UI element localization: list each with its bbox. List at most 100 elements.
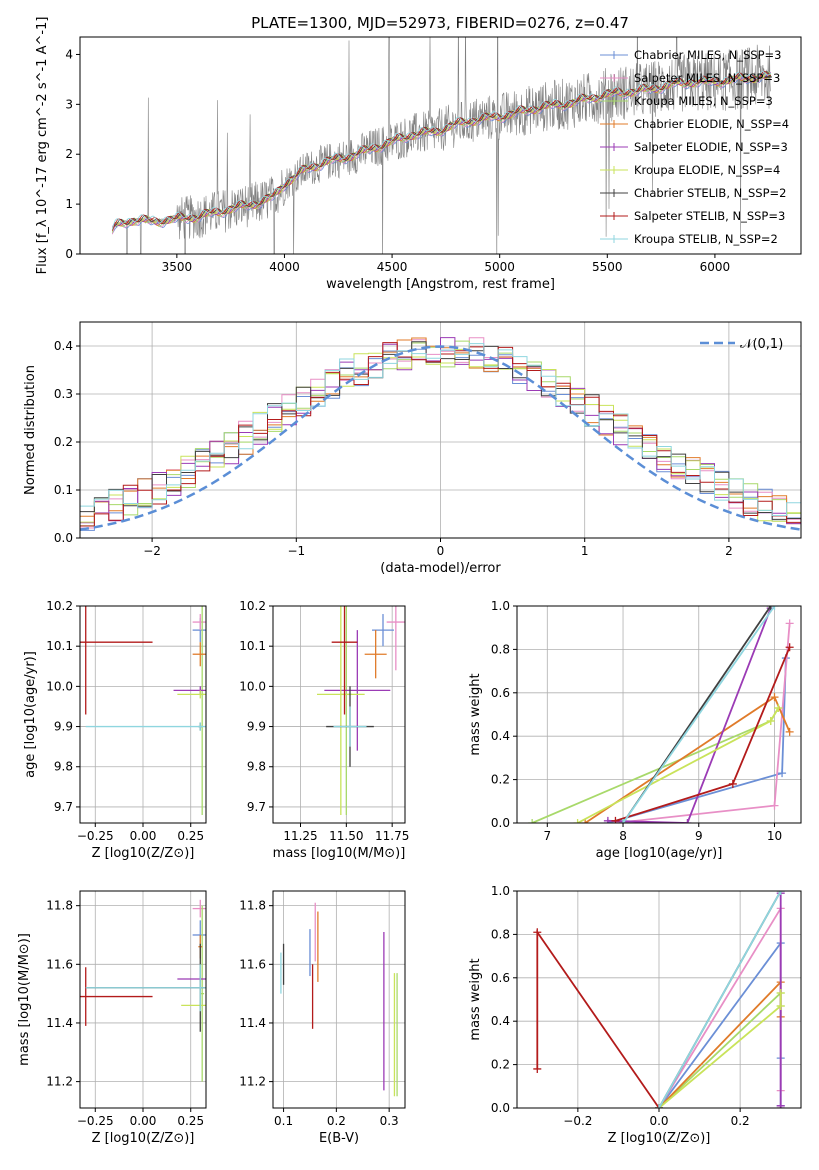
x-tick-label: 4000 (269, 260, 300, 274)
y-axis-label: mass weight (468, 673, 483, 755)
normal-distribution-curve (80, 345, 801, 531)
weight-line-salpeter_elodie (607, 607, 772, 823)
histogram-kroupa_stelib (80, 343, 801, 516)
y-tick-label: 10.2 (46, 599, 73, 613)
weight-marker-kroupa_stelib (655, 1104, 663, 1108)
mass-vs-metallicity-panel: −0.25 0.00 0.25 11.2 11.4 11.6 11.8 Z [log10(Z/… (17, 890, 207, 1146)
x-tick-label: 9 (695, 829, 703, 843)
weight-marker-kroupa_elodie (776, 988, 785, 997)
x-axis-label: E(B-V) (319, 1131, 359, 1146)
weight-marker-salpeter_miles (785, 619, 794, 628)
x-tick-label: 0.2 (327, 1114, 346, 1128)
x-tick-label: 0.2 (731, 1114, 750, 1128)
weight-marker-salpeter_stelib (785, 643, 794, 652)
axes-frame (272, 605, 406, 824)
weight-marker-salpeter_stelib (611, 816, 620, 823)
x-tick-label: 11.75 (375, 829, 409, 843)
x-axis-label: mass [log10(M/M⊙)] (273, 846, 406, 861)
x-tick-label: 0.3 (380, 1114, 399, 1128)
legend-label: Salpeter ELODIE, N_SSP=3 (634, 140, 788, 154)
residual-histogram-panel: −2 −1 0 1 2 0.0 0.1 0.2 0.3 0.4 (data-model)/error… (23, 321, 802, 576)
figure-title: PLATE=1300, MJD=52973, FIBERID=0276, z=0… (251, 14, 629, 32)
y-tick-label: 0 (65, 247, 73, 261)
y-tick-label: 1.0 (491, 884, 510, 898)
axes-frame (79, 36, 802, 255)
spectrum-panel: 3500 4000 4500 5000 5500 6000 0 1 2 3 4 wavelength … (35, 17, 802, 292)
plot-area (80, 606, 206, 815)
x-tick-label: 0.00 (130, 829, 157, 843)
y-tick-label: 11.6 (239, 957, 266, 971)
x-tick-label: 0.00 (130, 1114, 157, 1128)
model-spectrum-salpeter_miles (111, 74, 772, 235)
x-tick-label: −0.25 (77, 829, 114, 843)
model-spectrum-salpeter_stelib (111, 70, 771, 231)
x-tick-label: 5000 (484, 260, 515, 274)
y-tick-label: 0.3 (54, 387, 73, 401)
x-tick-label: 4500 (377, 260, 408, 274)
axes-frame (272, 890, 406, 1109)
y-tick-label: 11.2 (46, 1075, 73, 1089)
x-tick-label: −0.2 (563, 1114, 592, 1128)
y-tick-label: 10.0 (46, 679, 73, 693)
legend-label: Kroupa STELIB, N_SSP=2 (634, 232, 778, 246)
weight-marker-chabrier_elodie (581, 819, 590, 823)
x-tick-label: 0.25 (177, 1114, 204, 1128)
plot-area (80, 337, 801, 531)
y-tick-label: 0.1 (54, 483, 73, 497)
y-tick-label: 10.2 (239, 599, 266, 613)
y-tick-label: 0.4 (491, 729, 510, 743)
age-vs-metallicity-panel: −0.25 0.00 0.25 9.7 9.8 9.9 10.0 10.1 10.2 Z [log… (23, 599, 207, 861)
y-tick-label: 11.6 (46, 957, 73, 971)
y-axis-label: age [log10(age/yr)] (23, 651, 38, 778)
y-tick-label: 0.4 (54, 339, 73, 353)
weight-line-kroupa_elodie (577, 707, 780, 823)
x-tick-label: 11.50 (329, 829, 363, 843)
x-axis-label: age [log10(age/yr)] (596, 846, 723, 861)
x-tick-label: 0.0 (649, 1114, 668, 1128)
weight-marker-chabrier_elodie (770, 693, 779, 702)
weight-marker-chabrier_miles (778, 769, 787, 778)
observed-spectrum-line (112, 37, 771, 254)
legend-label: Chabrier STELIB, N_SSP=2 (634, 186, 786, 200)
plot-area (528, 606, 794, 823)
x-tick-label: 3500 (162, 260, 193, 274)
x-tick-label: 5500 (592, 260, 623, 274)
y-tick-label: 0.8 (491, 927, 510, 941)
weight-line-kroupa_stelib (658, 891, 782, 1108)
y-tick-label: 11.2 (239, 1075, 266, 1089)
x-tick-label: 11.25 (283, 829, 317, 843)
x-axis-label: (data-model)/error (380, 561, 501, 576)
legend-label: Salpeter STELIB, N_SSP=3 (634, 209, 785, 223)
y-axis-label: Normed distribution (23, 365, 38, 495)
weight-marker-salpeter_elodie (776, 1104, 785, 1108)
weight-vs-age-panel: 7 8 9 10 0.0 0.2 0.4 0.6 0.8 1.0 age [log10(age/yr… (468, 599, 802, 861)
weight-marker-salpeter_stelib (728, 779, 737, 788)
plot-area (280, 902, 398, 1097)
weight-marker-kroupa_elodie (573, 819, 582, 823)
weight-line-salpeter_stelib (536, 929, 660, 1108)
y-tick-label: 0.0 (491, 816, 510, 830)
y-tick-label: 0.4 (491, 1014, 510, 1028)
legend-label: Salpeter MILES, N_SSP=3 (634, 71, 780, 85)
x-tick-label: 8 (619, 829, 627, 843)
y-tick-label: 11.4 (46, 1016, 73, 1030)
y-tick-label: 9.8 (54, 760, 73, 774)
x-axis-label: Z [log10(Z/Z⊙)] (608, 1131, 711, 1146)
weight-marker-kroupa_elodie (766, 717, 775, 726)
plot-area (317, 606, 405, 815)
y-tick-label: 1 (65, 197, 73, 211)
y-tick-label: 4 (65, 47, 73, 61)
y-tick-label: 9.7 (247, 800, 266, 814)
weight-marker-salpeter_miles (770, 801, 779, 810)
weight-marker-chabrier_elodie (785, 727, 794, 736)
weight-marker-chabrier_stelib (766, 606, 775, 610)
y-tick-label: 11.8 (46, 899, 73, 913)
weight-marker-kroupa_stelib (619, 819, 628, 823)
x-tick-label: 0.1 (274, 1114, 293, 1128)
y-axis-label: Flux [f_λ 10^-17 erg cm^-2 s^-1 A^-1] (35, 17, 50, 275)
plot-area (533, 891, 785, 1108)
x-axis-label: Z [log10(Z/Z⊙)] (92, 846, 195, 861)
axes-frame (516, 605, 802, 824)
weight-marker-kroupa_elodie (776, 1002, 785, 1011)
x-axis-label: Z [log10(Z/Z⊙)] (92, 1131, 195, 1146)
